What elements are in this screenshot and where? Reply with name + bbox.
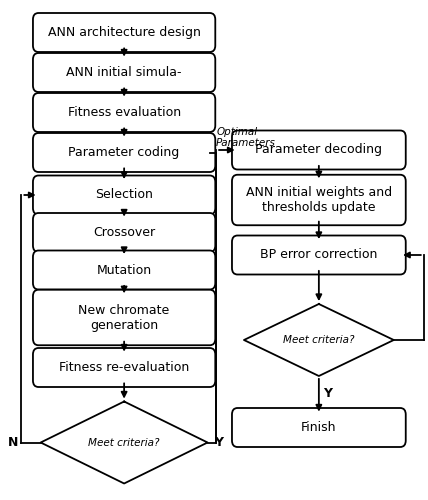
FancyBboxPatch shape	[33, 93, 215, 132]
Text: Meet criteria?: Meet criteria?	[88, 438, 160, 448]
FancyBboxPatch shape	[33, 53, 215, 92]
FancyBboxPatch shape	[33, 213, 215, 252]
Text: Optimal
Parameters: Optimal Parameters	[216, 126, 276, 148]
Text: BP error correction: BP error correction	[260, 248, 377, 262]
Text: New chromate
generation: New chromate generation	[78, 304, 170, 332]
Text: Meet criteria?: Meet criteria?	[283, 335, 355, 345]
Text: Fitness evaluation: Fitness evaluation	[68, 106, 181, 119]
FancyBboxPatch shape	[232, 175, 406, 225]
Text: Finish: Finish	[301, 421, 336, 434]
Text: Fitness re-evaluation: Fitness re-evaluation	[59, 361, 189, 374]
FancyBboxPatch shape	[232, 130, 406, 170]
Text: ANN initial simula-: ANN initial simula-	[66, 66, 182, 79]
Text: Parameter decoding: Parameter decoding	[256, 144, 382, 156]
Text: ANN initial weights and
thresholds update: ANN initial weights and thresholds updat…	[246, 186, 392, 214]
FancyBboxPatch shape	[33, 176, 215, 214]
FancyBboxPatch shape	[33, 13, 215, 52]
Text: Y: Y	[323, 387, 332, 400]
FancyBboxPatch shape	[33, 250, 215, 290]
Text: Selection: Selection	[95, 188, 153, 202]
FancyBboxPatch shape	[33, 133, 215, 172]
Polygon shape	[244, 304, 394, 376]
FancyBboxPatch shape	[232, 408, 406, 447]
Polygon shape	[41, 402, 208, 483]
FancyBboxPatch shape	[33, 348, 215, 387]
Text: N: N	[8, 436, 18, 449]
Text: Crossover: Crossover	[93, 226, 155, 239]
Text: Parameter coding: Parameter coding	[68, 146, 180, 159]
Text: ANN architecture design: ANN architecture design	[48, 26, 201, 39]
Text: Mutation: Mutation	[97, 264, 152, 276]
FancyBboxPatch shape	[33, 290, 215, 345]
Text: Y: Y	[214, 436, 223, 449]
FancyBboxPatch shape	[232, 236, 406, 275]
